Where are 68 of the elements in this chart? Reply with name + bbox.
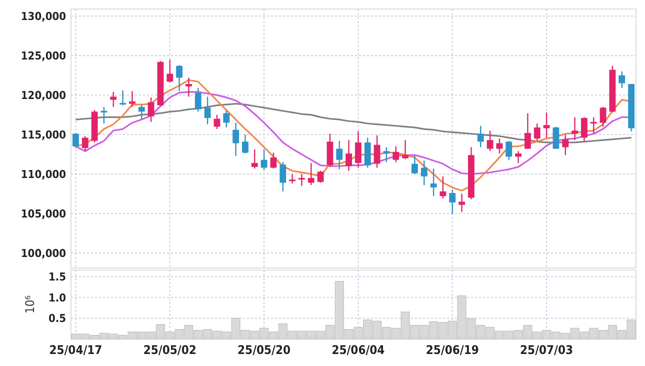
x-tick-label: 25/04/17 <box>49 343 102 357</box>
candlestick <box>120 90 126 106</box>
candlestick <box>232 122 239 156</box>
candlestick <box>336 140 343 170</box>
candlestick <box>176 64 182 92</box>
candlestick <box>364 137 371 168</box>
candlestick <box>572 116 578 141</box>
candlestick <box>100 106 108 124</box>
candlestick <box>251 148 258 170</box>
candlestick <box>590 116 597 134</box>
candlestick <box>383 146 390 163</box>
y-tick-label: 115,000 <box>20 128 66 142</box>
candlestick <box>186 77 192 98</box>
candlestick <box>346 139 352 172</box>
y-tick-label: 120,000 <box>20 88 66 102</box>
candlestick <box>506 140 512 160</box>
y-tick-label: 100,000 <box>20 246 66 260</box>
candlestick <box>402 139 408 160</box>
candlestick <box>515 150 522 164</box>
candlestick <box>552 126 560 150</box>
y-tick-label: 105,000 <box>20 207 66 220</box>
candlestick <box>392 146 400 163</box>
candlestick <box>129 90 136 108</box>
candlestick <box>600 106 606 128</box>
candlestick <box>326 133 334 168</box>
candlestick <box>477 125 484 148</box>
x-tick-label: 25/07/03 <box>520 343 574 357</box>
candlestick <box>534 122 540 142</box>
candlestick <box>618 70 626 89</box>
candlestick <box>449 189 456 215</box>
candlestick <box>308 162 314 186</box>
candlestick <box>138 104 145 120</box>
candlestick <box>166 58 174 84</box>
candlestick <box>524 112 531 150</box>
candlestick <box>223 110 230 128</box>
candlestick <box>280 162 286 192</box>
candlestick <box>298 173 305 186</box>
x-tick-label: 25/05/20 <box>238 343 291 357</box>
candlestick <box>430 168 437 197</box>
candlestick <box>110 91 117 108</box>
y-tick-label: 130,000 <box>20 10 66 23</box>
candlestick <box>412 155 418 175</box>
candlestick <box>486 130 494 152</box>
candlestick <box>82 136 88 152</box>
candlestick <box>317 170 324 184</box>
candlestick <box>289 173 296 184</box>
candlestick <box>374 134 380 168</box>
candlestick <box>496 138 503 154</box>
y-tick-label: 1.5 <box>48 270 66 284</box>
candlestick <box>148 96 154 123</box>
candlestick <box>242 134 248 154</box>
candlestick <box>270 152 277 170</box>
candlestick <box>355 130 362 168</box>
y-tick-label: 1.0 <box>48 291 66 304</box>
x-tick-label: 25/05/02 <box>143 343 196 357</box>
y-tick-label: 110,000 <box>20 168 66 181</box>
candlestick <box>72 132 79 149</box>
y-tick-label: 0.5 <box>48 312 66 326</box>
x-tick-label: 25/06/04 <box>332 343 386 357</box>
candlestick <box>194 87 202 112</box>
y-axis-title: 10⁶ <box>23 295 37 314</box>
candlestick <box>581 116 588 142</box>
x-tick-label: 25/06/19 <box>426 343 479 357</box>
candlestick <box>562 134 569 156</box>
candlestick <box>420 160 428 186</box>
y-tick-label: 125,000 <box>20 49 66 62</box>
candlestick <box>204 96 211 125</box>
candlestick <box>458 193 465 213</box>
